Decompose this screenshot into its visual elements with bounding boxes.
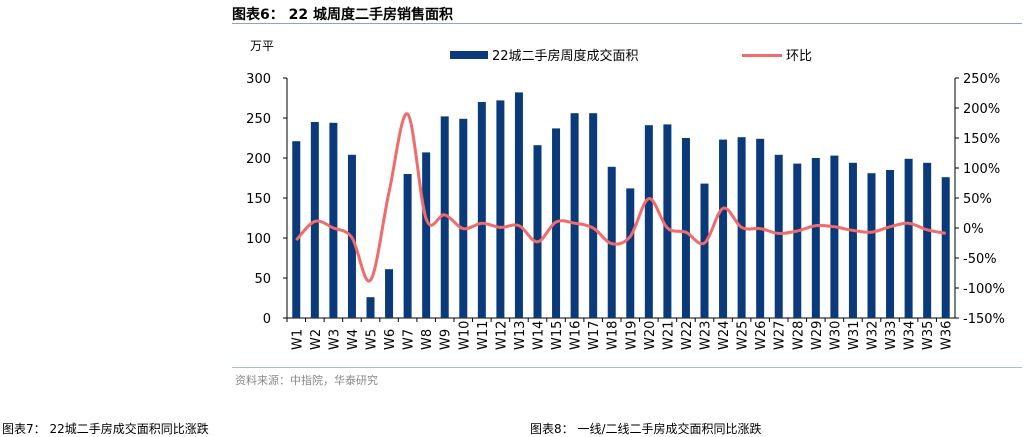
x-tick-label: W16 xyxy=(569,321,584,350)
bar-W16 xyxy=(570,113,579,318)
bar-W33 xyxy=(886,170,895,318)
x-tick-label: W32 xyxy=(866,321,881,350)
right-tick-label: -150% xyxy=(963,312,1005,327)
bar-W14 xyxy=(533,145,542,318)
bar-W22 xyxy=(681,138,690,318)
bar-W5 xyxy=(366,297,375,318)
bar-W6 xyxy=(385,269,394,318)
legend-bar-label: 22城二手房周度成交面积 xyxy=(492,48,639,64)
right-tick-label: 100% xyxy=(963,162,1000,177)
x-tick-label: W21 xyxy=(661,321,676,350)
bar-W21 xyxy=(663,124,672,319)
right-tick-label: 150% xyxy=(963,132,1000,147)
x-tick-label: W26 xyxy=(754,321,769,350)
left-tick-label: 50 xyxy=(254,272,271,287)
right-tick-label: -50% xyxy=(963,252,997,267)
bar-W9 xyxy=(440,116,449,319)
bar-W28 xyxy=(793,163,802,318)
line-series-mom xyxy=(295,112,947,283)
left-tick-label: 200 xyxy=(246,152,271,167)
legend-bar-swatch xyxy=(450,51,488,59)
x-tick-label: W34 xyxy=(903,321,918,350)
bar-W11 xyxy=(477,102,486,318)
x-tick-label: W2 xyxy=(309,329,324,350)
x-tick-label: W24 xyxy=(717,321,732,350)
bar-W24 xyxy=(719,139,728,318)
left-tick-label: 150 xyxy=(246,192,271,207)
bar-W31 xyxy=(848,162,857,318)
bar-W12 xyxy=(496,100,505,319)
source-divider xyxy=(232,367,1022,368)
right-tick-label: -100% xyxy=(963,282,1005,297)
x-tick-label: W3 xyxy=(327,329,342,350)
left-tick-label: 250 xyxy=(246,112,271,127)
left-tick-label: 300 xyxy=(246,72,271,87)
right-tick-label: 200% xyxy=(963,102,1000,117)
x-tick-label: W18 xyxy=(606,321,621,350)
x-tick-label: W1 xyxy=(290,329,305,350)
bar-W10 xyxy=(459,118,468,318)
right-tick-label: 0% xyxy=(963,222,984,237)
bar-W20 xyxy=(644,125,653,318)
x-tick-label: W30 xyxy=(828,321,843,350)
bar-W34 xyxy=(904,158,913,318)
x-tick-label: W4 xyxy=(346,329,361,350)
bar-W17 xyxy=(589,113,598,318)
x-tick-label: W5 xyxy=(365,329,380,350)
right-tick-label: 250% xyxy=(963,72,1000,87)
x-tick-label: W28 xyxy=(791,321,806,350)
x-tick-label: W15 xyxy=(550,321,565,350)
x-tick-label: W20 xyxy=(643,321,658,350)
bar-W8 xyxy=(422,152,431,318)
next-caption-right: 图表8： 一线/二线二手房成交面积同比涨跌 xyxy=(530,422,762,436)
x-tick-label: W22 xyxy=(680,321,695,350)
left-tick-label: 0 xyxy=(263,312,271,327)
legend-line-swatch xyxy=(742,54,782,57)
x-tick-label: W29 xyxy=(810,321,825,350)
x-tick-label: W27 xyxy=(773,321,788,350)
bar-W7 xyxy=(403,174,412,318)
bar-W23 xyxy=(700,183,709,318)
bar-W3 xyxy=(329,122,338,318)
x-tick-label: W35 xyxy=(921,321,936,350)
x-tick-label: W14 xyxy=(532,321,547,350)
x-tick-label: W17 xyxy=(587,321,602,350)
x-tick-label: W25 xyxy=(736,321,751,350)
chart-title: 图表6： 22 城周度二手房销售面积 xyxy=(232,7,453,23)
left-tick-label: 100 xyxy=(246,232,271,247)
x-tick-label: W6 xyxy=(383,329,398,350)
bar-W27 xyxy=(774,154,783,318)
x-tick-label: W36 xyxy=(940,321,955,350)
bar-W32 xyxy=(867,173,876,318)
legend-line-label: 环比 xyxy=(786,49,812,64)
chart: 0 50 100 150 200 250 300 -150% -100% -50% 0% 50% 100… xyxy=(246,39,1005,350)
right-tick-label: 50% xyxy=(963,192,992,207)
bar-W19 xyxy=(626,188,635,318)
next-caption-left: 图表7： 22城二手房成交面积同比涨跌 xyxy=(2,422,209,436)
x-tick-label: W23 xyxy=(699,321,714,350)
x-tick-label: W7 xyxy=(402,329,417,350)
bar-W29 xyxy=(811,158,820,318)
bar-W13 xyxy=(514,92,523,319)
bar-W30 xyxy=(830,155,839,318)
x-tick-label: W19 xyxy=(624,321,639,350)
title-divider xyxy=(232,23,1022,24)
source-note: 资料来源：中指院，华泰研究 xyxy=(235,374,378,387)
left-axis-unit: 万平 xyxy=(250,39,274,53)
x-tick-label: W33 xyxy=(884,321,899,350)
x-tick-label: W12 xyxy=(494,321,509,350)
x-tick-label: W13 xyxy=(513,321,528,350)
bar-W1 xyxy=(292,141,301,318)
bar-W36 xyxy=(941,177,950,318)
x-tick-label: W31 xyxy=(847,321,862,350)
bar-W35 xyxy=(923,162,932,318)
x-tick-label: W11 xyxy=(476,321,491,350)
x-tick-label: W10 xyxy=(457,321,472,350)
x-tick-label: W8 xyxy=(420,329,435,350)
x-tick-label: W9 xyxy=(439,329,454,350)
